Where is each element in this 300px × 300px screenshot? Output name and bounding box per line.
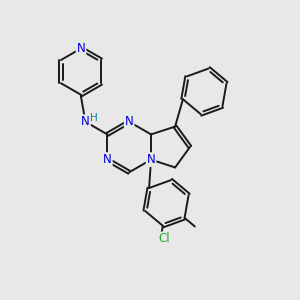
Text: N: N — [81, 115, 90, 128]
Text: N: N — [125, 115, 134, 128]
Text: H: H — [90, 113, 98, 123]
Text: N: N — [147, 153, 155, 166]
Text: N: N — [77, 42, 85, 55]
Text: Cl: Cl — [158, 232, 170, 245]
Text: N: N — [103, 153, 112, 166]
